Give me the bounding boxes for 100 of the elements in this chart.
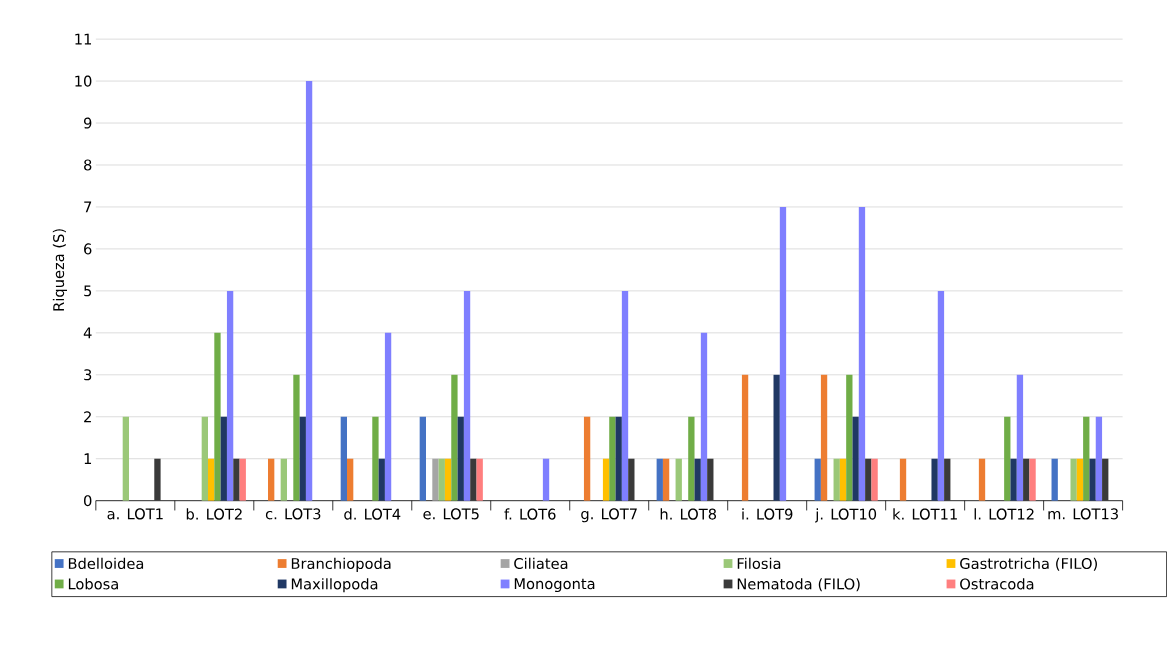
y-tick-label: 4 (83, 327, 92, 339)
legend-label: Nematoda (FILO) (737, 577, 860, 592)
legend-label: Maxillopoda (291, 577, 378, 593)
bar (741, 374, 749, 501)
x-tick-label: h. LOT8 (660, 508, 717, 520)
x-tick-label: d. LOT4 (344, 508, 401, 520)
bar (438, 458, 445, 501)
bar (1070, 458, 1077, 501)
bar (378, 458, 385, 501)
bar (293, 374, 300, 501)
y-tick-label: 2 (84, 411, 91, 423)
bar (694, 458, 701, 501)
bar (621, 290, 629, 501)
bar (268, 458, 275, 501)
bar (615, 416, 622, 501)
bar (852, 416, 859, 501)
y-tick-label: 9 (83, 117, 92, 129)
x-tick-label: l. LOT12 (974, 508, 1034, 520)
legend-label: Monogonta (514, 578, 595, 592)
x-tick-label: i. LOT9 (742, 508, 793, 520)
bar (226, 290, 234, 501)
bar (444, 458, 452, 501)
bar (470, 458, 477, 501)
bar (944, 458, 951, 501)
bar (839, 458, 847, 501)
bar (1016, 374, 1024, 501)
y-tick-label: 11 (75, 33, 92, 45)
bar (662, 458, 670, 501)
bar (1010, 458, 1017, 501)
bar (656, 458, 663, 501)
y-tick-label: 7 (84, 201, 92, 213)
bar (1102, 458, 1109, 501)
bar (419, 416, 426, 501)
legend-label: Branchiopoda (291, 557, 391, 572)
bar (1083, 416, 1090, 501)
bar (833, 458, 840, 501)
bar (280, 458, 287, 501)
bar (372, 416, 379, 501)
bar (214, 332, 221, 501)
bar (609, 416, 616, 501)
y-tick-label: 10 (75, 75, 92, 87)
x-tick-label: k. LOT11 (893, 508, 957, 520)
bar (340, 416, 347, 501)
y-tick-label: 8 (84, 159, 92, 171)
legend-label: Ostracoda (960, 577, 1034, 590)
bar (937, 290, 945, 501)
bar (220, 416, 227, 501)
bar (814, 458, 821, 501)
legend-label: Gastrotricha (FILO) (960, 557, 1097, 571)
y-tick-label: 3 (84, 369, 92, 381)
x-tick-label: e. LOT5 (423, 508, 479, 520)
bar (865, 458, 872, 501)
bar (1029, 458, 1036, 501)
bar (305, 80, 313, 501)
bar (931, 458, 938, 501)
bar (773, 374, 780, 501)
bar (1076, 458, 1084, 501)
bar (239, 458, 246, 501)
bar (201, 416, 208, 501)
y-tick-label: 0 (84, 494, 92, 507)
bar (154, 458, 161, 501)
bar (542, 458, 550, 501)
bar (700, 332, 708, 501)
bar (1089, 458, 1096, 501)
bar (451, 374, 458, 501)
bar (1095, 416, 1103, 501)
bar (628, 458, 635, 501)
bar (476, 458, 483, 501)
legend-label: Ciliatea (514, 557, 568, 569)
bar (207, 458, 215, 501)
bar (858, 206, 866, 501)
bar (675, 458, 682, 501)
bar (978, 458, 986, 501)
bar (463, 290, 471, 501)
x-tick-label: b. LOT2 (186, 508, 242, 520)
bar (233, 458, 240, 501)
bar (707, 458, 714, 501)
bar (688, 416, 695, 501)
bar (457, 416, 464, 501)
y-axis-title: Riqueza (S) (52, 228, 67, 311)
x-tick-label: m. LOT13 (1048, 508, 1118, 520)
legend-label: Filosia (737, 557, 781, 569)
bar (602, 458, 610, 501)
bar (122, 416, 130, 501)
y-tick-label: 5 (84, 285, 92, 297)
legend-label: Lobosa (68, 577, 118, 590)
bar (871, 458, 878, 501)
bar (299, 416, 306, 501)
y-tick-label: 1 (84, 453, 92, 464)
bar (899, 458, 907, 501)
x-tick-label: f. LOT6 (504, 508, 556, 520)
bar (1051, 458, 1058, 501)
bar (347, 458, 354, 501)
bar (1023, 458, 1030, 501)
y-tick-label: 6 (84, 243, 92, 255)
bar (432, 458, 439, 501)
bar (384, 332, 392, 501)
x-tick-label: a. LOT1 (107, 508, 163, 520)
bar (1004, 416, 1011, 501)
bar (846, 374, 853, 501)
